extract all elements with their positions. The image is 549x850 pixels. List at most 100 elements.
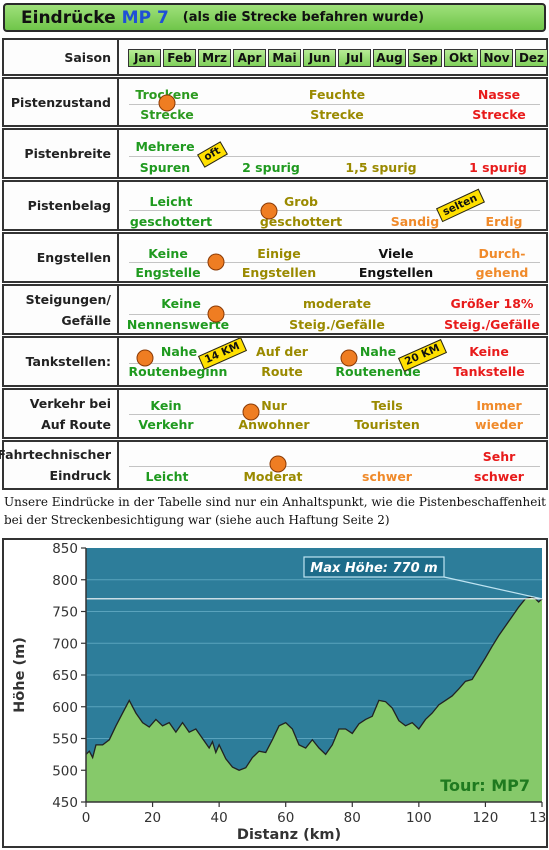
x-tick-label: 40 [211,810,228,826]
row-label-verkehr: Verkehr bei Auf Route [4,390,119,437]
row-tankstellen: Tankstellen: Nahe Routenbeginn Auf der R… [2,336,548,387]
max-height-label: Max Höhe: 770 m [310,561,437,576]
rating-marker [242,403,260,421]
scale-line [129,104,540,105]
y-tick-label: 500 [52,763,78,779]
option-label: Engstellen [241,265,317,280]
elevation-profile: 450 500 550 600 650 700 750 800 850 0 20 40 60 80 100 1… [2,538,549,848]
row-content-verkehr: Kein Verkehr Nur Anwohner Teils Touriste… [121,390,546,437]
row-label-line: Auf Route [41,416,111,432]
option-label: Moderat [243,469,303,484]
option-label: Einige [257,246,301,261]
option-label: Durch- [478,246,526,261]
rating-marker [269,455,287,473]
y-tick-label: 700 [52,636,78,652]
scale-line [129,314,540,315]
option-label: Nahe [160,344,198,359]
row-label-line: Fahrtechnischer [0,447,111,462]
row-label-eindruck: Fahrtechnischer Eindruck [0,442,119,488]
y-tick-label: 550 [52,732,78,748]
scale-line [129,262,540,263]
max-height-callout: Max Höhe: 770 m [303,556,543,600]
elevation-line [85,596,543,771]
option-label: Nennenswerte [126,317,230,332]
y-tick-label: 850 [52,541,78,557]
row-content-pistenbreite: Mehrere Spuren 2 spurig 1,5 spurig 1 spu… [121,130,546,177]
option-label: moderate [302,296,372,311]
y-axis-label: Höhe (m) [12,637,28,713]
row-saison: Saison Jan Feb Mrz Apr Mai Jun Jul Aug S… [2,38,548,76]
month-jun: Jun [303,49,336,67]
option-label: Steig./Gefälle [289,317,385,332]
header-title: Eindrücke [21,7,116,28]
option-label: Sehr [482,449,516,464]
row-content-engstellen: Keine Engstelle Einige Engstellen Viele … [121,234,546,281]
row-label-line: Eindruck [49,468,111,483]
scale-line [129,210,540,211]
row-label-line: Steigungen/ [25,291,111,307]
month-mrz: Mrz [198,49,231,67]
option-label: schwer [362,469,412,484]
row-label-pistenbreite: Pistenbreite [4,130,119,177]
option-label: 1,5 spurig [345,160,417,175]
scale-line [129,363,540,364]
rating-marker [260,202,278,220]
month-strip: Jan Feb Mrz Apr Mai Jun Jul Aug Sep Okt … [121,40,548,74]
month-jul: Jul [338,49,371,67]
row-label-engstellen: Engstellen [4,234,119,281]
disclaimer-note: Unsere Eindrücke in der Tabelle sind nur… [4,495,546,527]
option-label: Grob [284,194,318,209]
x-tick-label: 0 [82,810,91,826]
x-tick-label: 20 [144,810,161,826]
month-nov: Nov [480,49,513,67]
option-label: Anwohner [238,417,310,432]
option-label: 2 spurig [242,160,300,175]
option-label: Keine [148,246,188,261]
y-tick-label: 600 [52,700,78,716]
row-label-tankstellen: Tankstellen: [4,338,119,385]
y-tick-label: 750 [52,605,78,621]
row-content-pistenbelag: Leicht geschottert Grob geschottert Sand… [121,182,546,229]
x-tick-label: 137 [529,810,546,826]
rating-marker [158,94,176,112]
row-verkehr: Verkehr bei Auf Route Kein Verkehr Nur A… [2,388,548,439]
option-label: Mehrere [135,139,195,154]
month-sep: Sep [408,49,442,67]
row-label-line: Verkehr bei [29,395,111,411]
row-pistenbreite: Pistenbreite Mehrere Spuren 2 spurig 1,5… [2,128,548,179]
row-engstellen: Engstellen Keine Engstelle Einige Engste… [2,232,548,283]
option-label: Größer 18% [450,296,534,311]
row-content-eindruck: Leicht Moderat schwer Sehr schwer [121,442,546,488]
month-mai: Mai [268,49,301,67]
row-content-pistenzustand: Trockene Strecke Feuchte Strecke Nasse S… [121,79,546,125]
option-label: geschottert [129,214,213,229]
rating-marker [340,349,358,367]
frequency-tag: oft [197,141,228,168]
row-eindruck: Fahrtechnischer Eindruck Leicht Moderat … [0,440,548,490]
row-steigungen: Steigungen/ Gefälle Keine Nennenswerte m… [2,284,548,335]
option-label: Sandig [390,214,440,229]
option-label: Steig./Gefälle [444,317,540,332]
month-dez: Dez [515,49,548,67]
option-label: Teils [371,398,403,413]
y-tick-label: 450 [52,795,78,811]
x-tick-label: 100 [406,810,432,826]
tour-label: Tour: MP7 [440,776,530,795]
header-mp: MP 7 [121,7,169,28]
option-label: Spuren [139,160,191,175]
month-apr: Apr [233,49,266,67]
rating-marker [207,305,225,323]
rating-marker [136,349,154,367]
option-label: Engstelle [135,265,201,280]
option-label: schwer [474,469,524,484]
option-label: Nahe [359,344,397,359]
option-label: 1 spurig [469,160,527,175]
option-label: Keine [469,344,509,359]
month-aug: Aug [373,49,406,67]
scale-line [129,156,540,157]
x-tick-label: 80 [344,810,361,826]
option-label: Touristen [354,417,420,432]
x-axis-label: Distanz (km) [237,827,341,843]
month-okt: Okt [444,49,478,67]
header-subtitle: (als die Strecke befahren wurde) [182,10,425,25]
